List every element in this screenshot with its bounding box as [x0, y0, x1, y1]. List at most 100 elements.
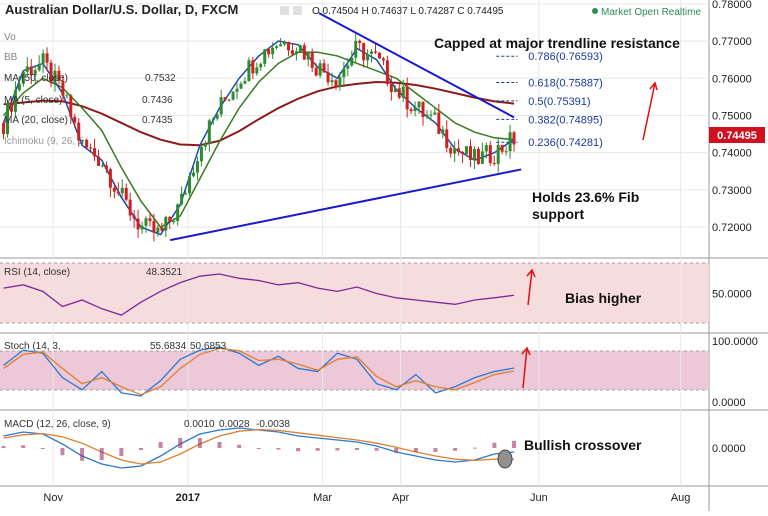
stoch-pane: 100.0000 0.0000: [3, 336, 758, 409]
settings-icon[interactable]: [280, 6, 289, 15]
candle-body: [472, 148, 476, 160]
candle-body: [421, 101, 425, 117]
candle-body: [346, 65, 350, 69]
candle-body: [259, 63, 263, 68]
market-status: Market Open Realtime: [601, 7, 701, 18]
candle-body: [168, 216, 172, 222]
macd-hist-bar: [394, 448, 399, 453]
resistance-trendline: [318, 12, 515, 119]
candle-body: [393, 88, 397, 92]
ohlc-readout: O 0.74504 H 0.74637 L 0.74287 C 0.74495: [312, 6, 504, 17]
candle-body: [160, 227, 164, 231]
candle-body: [354, 40, 358, 58]
candle-body: [132, 215, 136, 219]
candle-body: [231, 91, 235, 100]
candle-body: [453, 148, 457, 154]
fib-label: 0.382(0.74895): [528, 114, 603, 126]
candle-body: [306, 52, 310, 60]
candle-body: [223, 97, 227, 101]
annotation-fib-support-1: Holds 23.6% Fib: [532, 189, 639, 205]
candle-body: [255, 67, 259, 74]
macd-hist-bar: [119, 448, 124, 456]
candle-body: [17, 83, 21, 91]
candle-body: [326, 72, 330, 83]
macd-hist-bar: [178, 438, 183, 448]
candle-body: [215, 114, 219, 119]
candle-body: [65, 95, 69, 97]
candle-body: [69, 95, 73, 117]
candle-body: [449, 147, 453, 154]
candle-body: [358, 40, 362, 44]
x-tick-label: Apr: [392, 492, 409, 504]
y-tick-label: 0.0000: [712, 397, 746, 409]
candle-body: [184, 193, 188, 195]
candle-body: [286, 42, 290, 51]
candle-body: [413, 107, 417, 112]
vol-label: Vo: [4, 32, 16, 43]
candle-body: [199, 146, 203, 162]
macd-value-1: 0.0010: [184, 419, 215, 430]
series-line-1: [3, 428, 515, 465]
candle-body: [152, 221, 156, 233]
macd-hist-bar: [492, 442, 497, 448]
eye-icon[interactable]: [293, 6, 302, 15]
annotation-trendline-resistance: Capped at major trendline resistance: [434, 35, 680, 51]
candle-body: [124, 187, 128, 200]
y-tick-label: 0.72000: [712, 222, 752, 234]
arrow-up-stoch: [522, 347, 528, 389]
bb-label: BB: [4, 52, 18, 63]
candle-body: [465, 146, 469, 154]
macd-hist-bar: [374, 448, 379, 451]
candle-body: [512, 132, 516, 145]
annotation-fib-support-2: support: [532, 206, 584, 222]
candle-body: [267, 49, 271, 55]
fib-label: 0.618(0.75887): [528, 77, 603, 89]
candle-body: [191, 172, 195, 177]
macd-hist-bar: [217, 442, 222, 448]
candle-body: [128, 199, 132, 216]
macd-hist-bar: [276, 448, 281, 450]
ma50-label: MA (50, close): [4, 73, 68, 84]
candle-body: [93, 148, 97, 157]
arrow-up-main-head: [649, 81, 658, 91]
macd-hist-bar: [99, 448, 104, 460]
macd-hist-bar: [158, 442, 163, 448]
candle-body: [13, 90, 17, 112]
candle-body: [405, 86, 409, 110]
candle-body: [271, 47, 275, 55]
candle-body: [283, 42, 287, 45]
arrows: [521, 81, 658, 389]
macd-hist-bar: [315, 448, 320, 451]
candle-body: [140, 225, 144, 230]
candle-body: [445, 129, 449, 148]
macd-pane: 0.0000: [1, 427, 746, 469]
candle-body: [461, 151, 465, 154]
macd-hist-bar: [433, 448, 438, 452]
candle-body: [108, 169, 112, 188]
candle-body: [417, 101, 421, 108]
price-axis-labels: 0.72000 0.73000 0.74000 0.75000 0.76000 0.770…: [712, 0, 752, 234]
candle-body: [112, 187, 116, 192]
candle-body: [136, 218, 140, 230]
macd-hist-bar: [138, 448, 143, 450]
candle-body: [211, 118, 215, 121]
candles: [2, 32, 516, 242]
candle-body: [279, 44, 283, 47]
candle-body: [374, 51, 378, 53]
y-tick-label: 0.73000: [712, 185, 752, 197]
rsi-value: 48.3521: [146, 267, 183, 278]
candle-body: [29, 66, 33, 76]
grid: [0, 0, 709, 486]
candle-body: [227, 99, 231, 101]
candle-body: [21, 71, 25, 84]
x-tick-label: Aug: [671, 492, 691, 504]
fib-levels: 0.786(0.76593) 0.618(0.75887) 0.5(0.75391)…: [496, 51, 603, 149]
rsi-band: [0, 263, 709, 323]
series-line-1: [3, 347, 515, 396]
candle-body: [290, 50, 294, 55]
y-tick-label: 0.75000: [712, 110, 752, 122]
macd-hist-bar: [335, 448, 340, 451]
candle-body: [207, 120, 211, 144]
